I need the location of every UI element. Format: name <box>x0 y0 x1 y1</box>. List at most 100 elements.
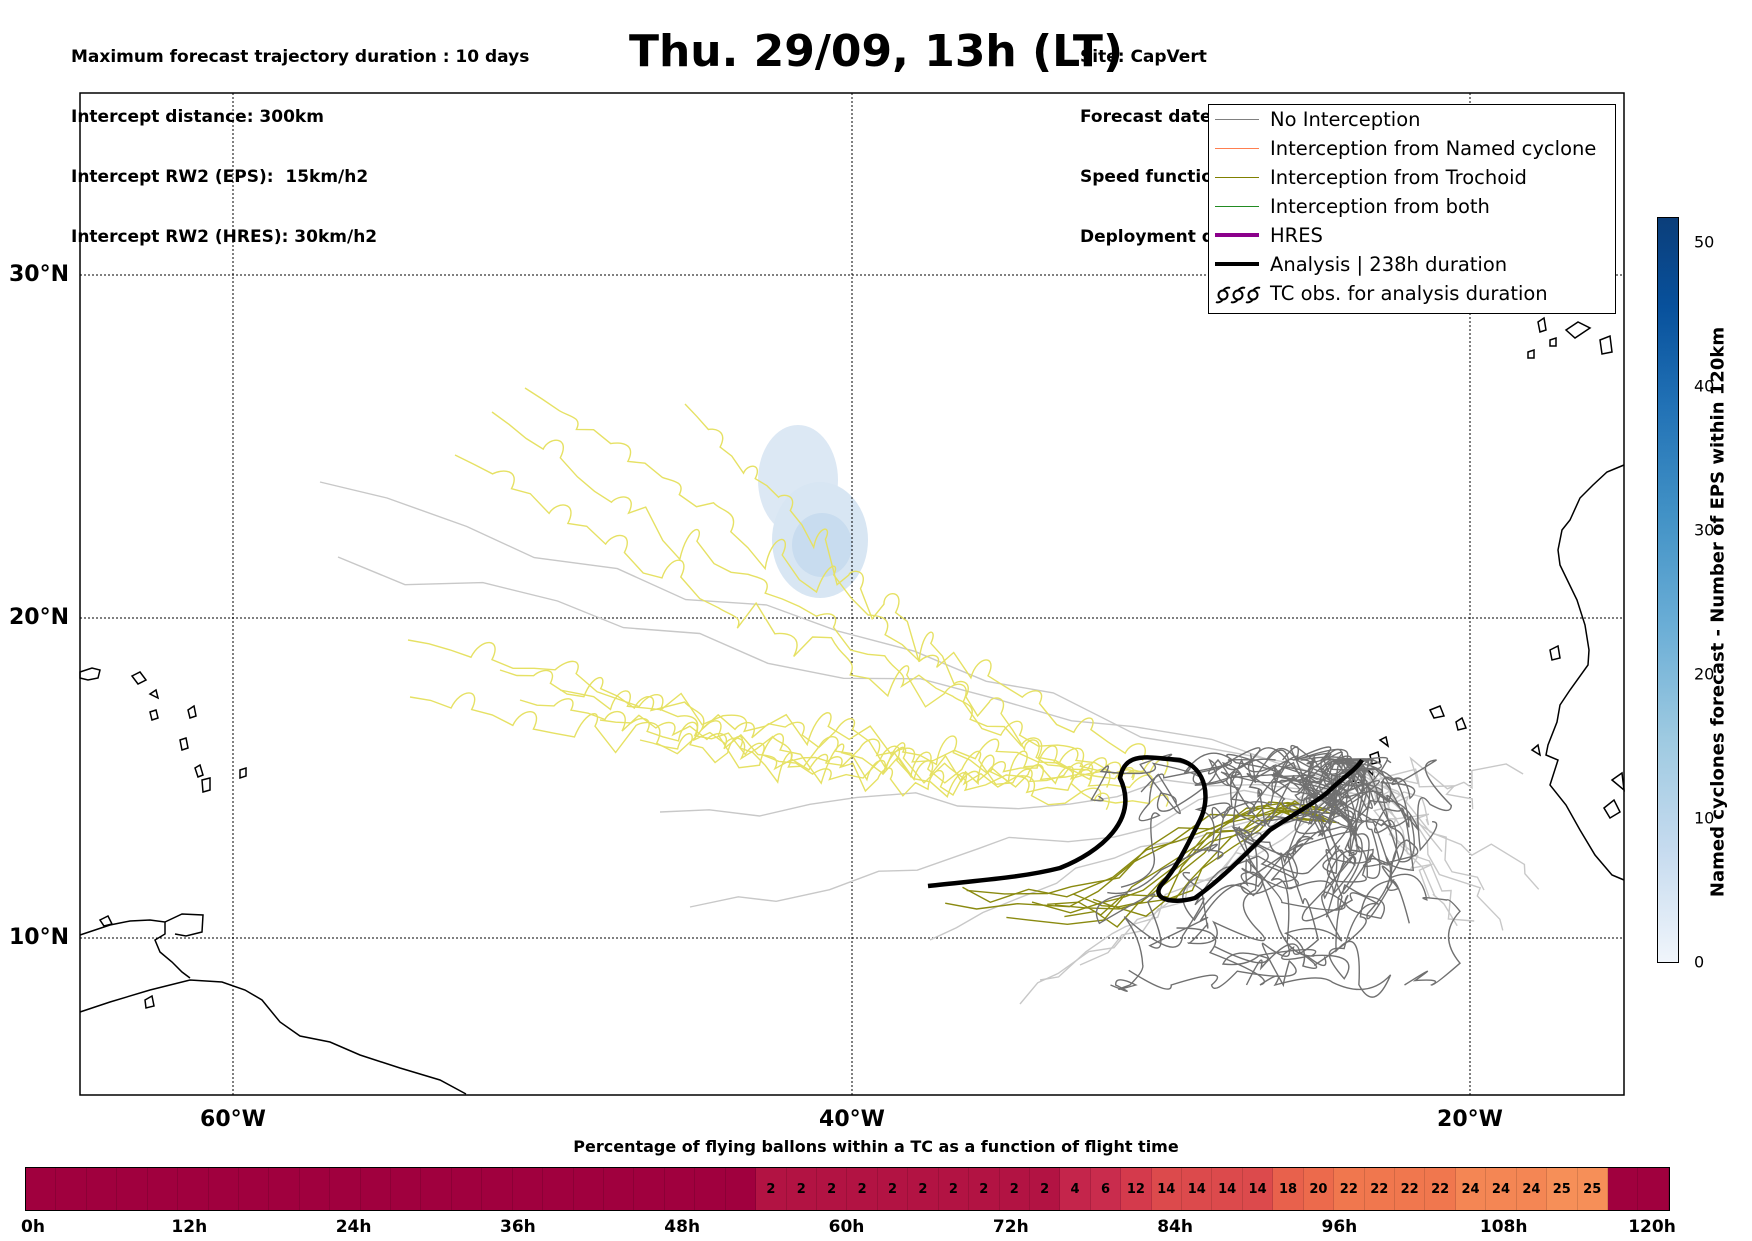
legend-label: Analysis | 238h duration <box>1270 253 1508 276</box>
colorbar-cell <box>664 1168 696 1210</box>
colorbar-cell <box>543 1168 574 1210</box>
colorbar-tick-label: 48h <box>664 1217 701 1237</box>
legend-label: Interception from Trochoid <box>1270 166 1527 189</box>
info-line: Intercept distance: 300km <box>71 107 324 127</box>
trajectory-line <box>337 556 1362 786</box>
colorbar-cell: 2 <box>756 1168 787 1210</box>
colorbar-tick-label: 0h <box>21 1217 45 1237</box>
no-interception-trajectories <box>319 481 1540 1005</box>
colorbar-cell: 14 <box>1151 1168 1183 1210</box>
legend-label: No Interception <box>1270 108 1421 131</box>
legend-entry-hres: HRES <box>1209 223 1615 249</box>
legend-entry-both: Interception from both <box>1209 194 1615 220</box>
colorbar-tick: 30 <box>1694 520 1715 540</box>
legend-label: Interception from Named cyclone <box>1270 137 1597 160</box>
trajectory-line <box>1213 769 1379 980</box>
colorbar-cell <box>117 1168 148 1210</box>
trajectory-line <box>499 669 1107 775</box>
trajectory-line <box>945 803 1321 910</box>
trajectory-line <box>1090 744 1367 802</box>
cluster-trajectories <box>1090 744 1461 998</box>
colorbar-cell: 2 <box>877 1168 909 1210</box>
analysis-trajectory <box>927 755 1364 903</box>
colorbar-cell <box>1638 1168 1669 1210</box>
colorbar-tick-label: 108h <box>1479 1217 1528 1237</box>
colorbar-cell: 2 <box>1029 1168 1061 1210</box>
colorbar-cell <box>512 1168 544 1210</box>
colorbar-cell: 20 <box>1303 1168 1335 1210</box>
legend-entry-analysis: Analysis | 238h duration <box>1209 252 1615 278</box>
cyclone-density-area <box>758 425 868 598</box>
colorbar-cell <box>147 1168 179 1210</box>
colorbar-cell <box>178 1168 209 1210</box>
lon-label-60w: 60°W <box>200 1107 266 1132</box>
colorbar-cell: 22 <box>1394 1168 1426 1210</box>
trajectory-line <box>1110 769 1356 992</box>
trajectory-line <box>409 692 1153 794</box>
colorbar-tick: 40 <box>1694 376 1715 396</box>
colorbar-tick-label: 96h <box>1321 1217 1358 1237</box>
colorbar-cell: 2 <box>816 1168 848 1210</box>
trajectory-line <box>491 411 1111 788</box>
legend-swatch <box>1215 233 1259 237</box>
flight-colorbar: 2 2 2 2 2 2 2 2 2 2 4 6 12 14 14 14 14 18 20 22 22 22 22 24 24 24… <box>25 1167 1670 1211</box>
legend-swatch <box>1215 262 1259 266</box>
colorbar-cell <box>482 1168 513 1210</box>
colorbar-cell <box>56 1168 87 1210</box>
legend-swatch <box>1215 148 1259 149</box>
trajectory-line <box>524 387 1146 762</box>
colorbar-cell <box>208 1168 239 1210</box>
trajectory-line <box>639 733 1094 797</box>
cyclone-colorbar <box>1657 217 1679 963</box>
colorbar-cell <box>238 1168 270 1210</box>
colorbar-tick-label: 24h <box>335 1217 372 1237</box>
colorbar-cell: 25 <box>1577 1168 1608 1210</box>
trochoid-interception-trajectories <box>945 800 1340 928</box>
colorbar-cell: 22 <box>1334 1168 1365 1210</box>
colorbar-cell <box>634 1168 665 1210</box>
trajectory-line <box>519 698 1135 786</box>
lon-label-20w: 20°W <box>1437 1107 1503 1132</box>
lat-label-10n: 10°N <box>9 925 70 950</box>
colorbar-tick-label: 60h <box>828 1217 865 1237</box>
legend-entry-no-interception: No Interception <box>1209 107 1615 133</box>
tc-symbol-icon <box>1215 286 1261 304</box>
colorbar-cell: 14 <box>1182 1168 1213 1210</box>
colorbar-tick-label: 12h <box>171 1217 208 1237</box>
coastlines <box>79 316 1625 1095</box>
cyclone-colorbar-label: Named cyclones forecast - Number of EPS … <box>1707 326 1729 898</box>
colorbar-cell: 24 <box>1486 1168 1517 1210</box>
colorbar-cell: 14 <box>1212 1168 1243 1210</box>
colorbar-cell <box>391 1168 422 1210</box>
trajectory-line <box>1313 769 1420 966</box>
flight-colorbar-title: Percentage of flying ballons within a TC… <box>573 1137 1179 1156</box>
trajectory-line <box>1182 759 1356 922</box>
trajectory-line <box>966 801 1329 895</box>
colorbar-tick: 20 <box>1694 664 1715 684</box>
trajectory-line <box>1073 810 1332 908</box>
legend-entry-trochoid: Interception from Trochoid <box>1209 165 1615 191</box>
trajectory-line <box>319 481 1354 795</box>
info-line: Site: CapVert <box>1080 47 1207 67</box>
colorbar-cell: 2 <box>786 1168 817 1210</box>
colorbar-cell: 4 <box>1060 1168 1091 1210</box>
legend-swatch <box>1215 177 1259 178</box>
colorbar-cell <box>26 1168 57 1210</box>
legend-label: HRES <box>1270 224 1323 247</box>
info-line: Intercept RW2 (EPS): 15km/h2 <box>71 167 369 187</box>
legend-label: Interception from both <box>1270 195 1490 218</box>
colorbar-cell: 25 <box>1547 1168 1578 1210</box>
colorbar-cell <box>269 1168 300 1210</box>
colorbar-tick-label: 72h <box>992 1217 1029 1237</box>
legend-entry-named-cyclone: Interception from Named cyclone <box>1209 136 1615 162</box>
trajectory-line <box>1265 747 1360 828</box>
colorbar-cell: 2 <box>999 1168 1030 1210</box>
trajectory-line <box>684 403 1110 811</box>
colorbar-cell <box>86 1168 118 1210</box>
info-left: Maximum forecast trajectory duration : 1… <box>71 7 529 267</box>
map-frame <box>79 92 1625 1096</box>
map-legend: No Interception Interception from Named … <box>1208 104 1616 314</box>
grid-lines <box>80 93 1624 1095</box>
colorbar-cell <box>451 1168 483 1210</box>
